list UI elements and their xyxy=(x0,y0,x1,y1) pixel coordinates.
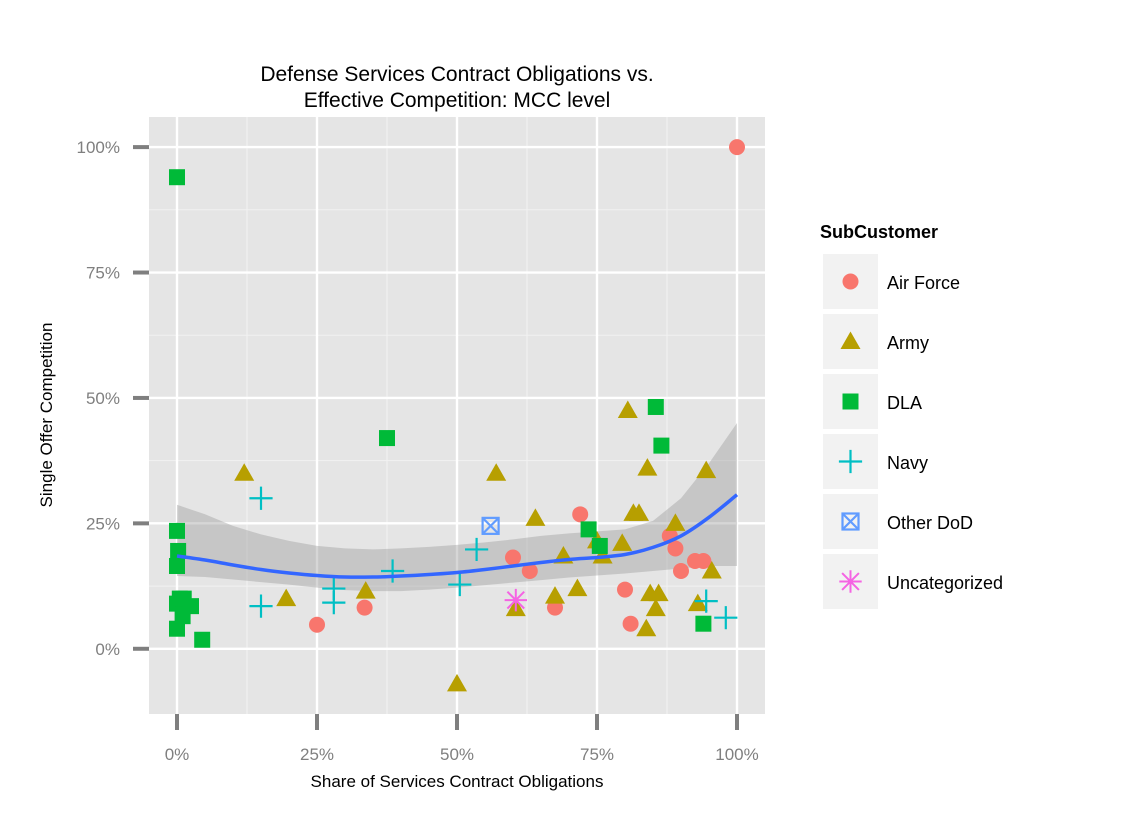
point-air-force xyxy=(622,615,639,632)
point-army xyxy=(355,581,376,599)
point-army xyxy=(696,460,717,479)
point-army xyxy=(276,588,297,607)
axes-layer: 0% 25% 50% 75% 100% 0% 25% 50% 75% 100% xyxy=(77,138,759,764)
point-dla xyxy=(194,631,211,648)
legend-items: Air Force Army DLA Navy Other DoD Uncategoriz… xyxy=(823,254,1003,609)
y-tick-label: 75% xyxy=(86,264,120,283)
point-air-force xyxy=(505,549,521,566)
point-navy xyxy=(448,572,472,597)
x-tick-label: 0% xyxy=(165,745,190,764)
point-dla xyxy=(379,430,395,447)
point-navy xyxy=(249,486,273,510)
point-dla xyxy=(580,521,597,538)
chart-title-line-1: Defense Services Contract Obligations vs… xyxy=(260,63,653,86)
point-dla xyxy=(169,558,185,575)
point-air-force xyxy=(617,581,633,598)
point-army xyxy=(637,458,658,476)
point-other-dod-box xyxy=(481,516,500,535)
point-army xyxy=(447,673,467,692)
legend-label-navy: Navy xyxy=(887,453,928,473)
point-navy xyxy=(694,589,718,613)
y-tick-label: 50% xyxy=(86,389,120,408)
point-other-dod xyxy=(481,516,500,535)
point-army xyxy=(617,400,638,418)
legend-label-other-dod: Other DoD xyxy=(887,513,973,533)
smooth-line xyxy=(176,493,739,579)
point-army xyxy=(701,561,722,579)
point-air-force xyxy=(729,139,745,156)
point-army xyxy=(525,508,546,526)
chart-title-line-2: Effective Competition: MCC level xyxy=(304,89,611,112)
point-army xyxy=(234,463,255,481)
point-army xyxy=(612,533,633,551)
point-dla xyxy=(169,169,185,186)
point-army xyxy=(486,463,507,481)
points-layer xyxy=(169,139,745,692)
legend-other-dod-icon-cross xyxy=(841,512,860,531)
legend-title: SubCustomer xyxy=(820,222,938,242)
point-army xyxy=(629,503,649,521)
point-dla xyxy=(695,615,712,632)
point-navy xyxy=(714,606,738,630)
y-tick-label: 25% xyxy=(86,514,120,533)
legend-air-force-icon xyxy=(842,273,859,290)
legend-uncategorized-icon xyxy=(839,570,862,593)
point-air-force xyxy=(521,563,538,580)
legend: SubCustomer Air Force Army DLA Navy Other Do… xyxy=(820,222,1003,609)
point-air-force xyxy=(667,540,684,557)
point-army xyxy=(665,513,686,531)
point-army xyxy=(567,578,588,597)
point-navy xyxy=(381,559,405,583)
point-dla xyxy=(169,620,185,637)
legend-army-icon xyxy=(840,331,861,349)
point-dla xyxy=(647,398,664,415)
legend-navy-icon xyxy=(838,449,863,474)
point-air-force xyxy=(547,599,563,616)
point-air-force xyxy=(356,599,373,616)
point-navy xyxy=(322,591,346,615)
point-army xyxy=(687,593,708,612)
point-army xyxy=(636,618,657,637)
x-axis-label: Share of Services Contract Obligations xyxy=(311,772,604,791)
legend-label-uncategorized: Uncategorized xyxy=(887,573,1003,593)
y-axis-label: Single Offer Competition xyxy=(37,323,56,508)
y-tick-label: 100% xyxy=(77,138,120,157)
point-air-force xyxy=(572,506,589,523)
legend-dla-icon xyxy=(842,393,859,410)
point-dla xyxy=(591,537,608,554)
y-tick-label: 0% xyxy=(95,640,120,659)
point-other-dod-cross xyxy=(481,517,500,535)
point-navy xyxy=(465,537,489,562)
legend-label-air-force: Air Force xyxy=(887,273,960,293)
point-air-force xyxy=(309,616,325,633)
x-tick-label: 25% xyxy=(300,745,334,764)
legend-other-dod-icon xyxy=(841,512,860,531)
x-tick-label: 50% xyxy=(440,745,474,764)
x-tick-label: 75% xyxy=(580,745,614,764)
point-army xyxy=(645,598,666,617)
legend-label-dla: DLA xyxy=(887,393,922,413)
point-navy xyxy=(249,594,273,618)
point-air-force xyxy=(673,563,689,580)
grid-major xyxy=(149,117,765,714)
legend-other-dod-icon-box xyxy=(841,512,860,531)
point-dla xyxy=(653,437,670,454)
point-dla xyxy=(169,522,185,539)
point-dla xyxy=(183,598,199,615)
smooth-line-layer xyxy=(176,493,739,579)
x-tick-label: 100% xyxy=(715,745,758,764)
point-air-force xyxy=(695,552,712,569)
point-army xyxy=(648,583,669,602)
point-uncategorized xyxy=(504,588,527,612)
legend-label-army: Army xyxy=(887,333,929,353)
point-army xyxy=(545,586,565,604)
